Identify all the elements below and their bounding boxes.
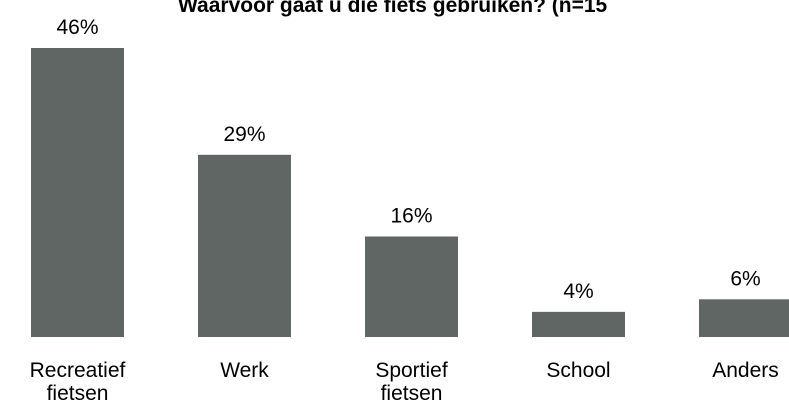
value-label-3: 4% xyxy=(563,280,593,303)
bar-1 xyxy=(198,155,291,337)
value-label-1: 29% xyxy=(223,123,265,146)
bar-0 xyxy=(31,48,124,337)
category-label-4: Anders xyxy=(712,359,779,382)
value-label-0: 46% xyxy=(56,16,98,39)
category-label-2: Sportief fietsen xyxy=(375,359,448,405)
value-label-4: 6% xyxy=(730,267,760,290)
bar-3 xyxy=(532,312,625,337)
category-label-1: Werk xyxy=(220,359,269,382)
bar-4 xyxy=(699,299,789,337)
value-label-2: 16% xyxy=(390,204,432,227)
category-label-0: Recreatief fietsen xyxy=(30,359,126,405)
bar-2 xyxy=(365,236,458,337)
category-label-3: School xyxy=(546,359,610,382)
